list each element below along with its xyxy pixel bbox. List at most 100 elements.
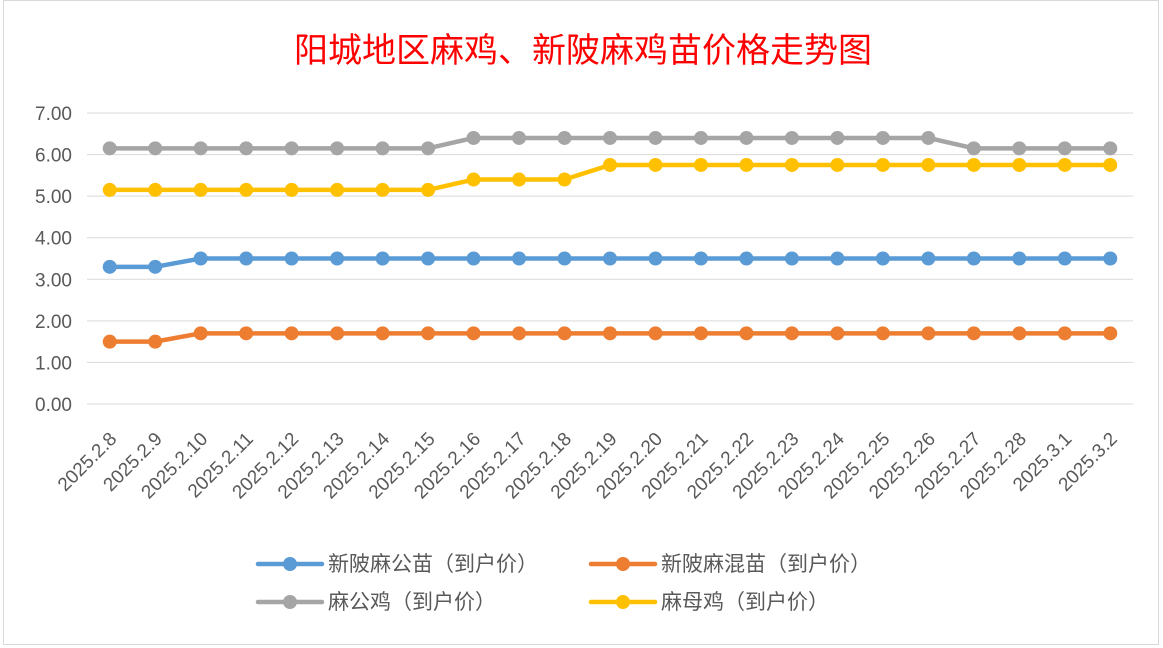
data-point <box>1057 141 1072 156</box>
data-point <box>875 251 890 266</box>
data-point <box>693 157 708 172</box>
data-point <box>830 157 845 172</box>
data-point <box>603 251 617 266</box>
data-point <box>375 251 390 266</box>
data-point <box>239 251 254 266</box>
data-point <box>966 157 981 172</box>
data-point <box>330 182 345 197</box>
legend-marker <box>283 557 297 571</box>
data-point <box>512 172 527 187</box>
legend-entry: 麻公鸡（到户价） <box>255 590 496 614</box>
data-point <box>148 334 163 349</box>
data-point <box>648 326 663 341</box>
data-point <box>466 130 481 145</box>
data-point <box>466 172 481 187</box>
series-3 <box>102 130 1118 156</box>
data-point <box>375 182 390 197</box>
data-point <box>693 251 708 266</box>
data-point <box>330 251 345 266</box>
y-axis-tick-labels: 0.00 1.00 2.00 3.00 4.00 5.00 6.00 7.00 <box>35 104 72 416</box>
data-point <box>830 326 845 341</box>
series-1 <box>102 251 1118 274</box>
data-point <box>284 251 299 266</box>
data-point <box>739 157 754 172</box>
legend-label: 麻公鸡（到户价） <box>328 590 496 614</box>
data-point <box>421 141 436 156</box>
y-tick-label: 6.00 <box>35 146 72 167</box>
series-2 <box>102 326 1118 349</box>
legend-label: 新陂麻公苗（到户价） <box>328 552 538 576</box>
data-point <box>1103 141 1118 156</box>
data-point <box>239 141 254 156</box>
data-point <box>102 259 117 274</box>
data-point <box>557 130 572 145</box>
data-point <box>421 251 436 266</box>
data-point <box>102 182 117 197</box>
data-point <box>784 130 799 145</box>
data-point <box>1057 326 1072 341</box>
legend-entry: 新陂麻混苗（到户价） <box>588 552 871 576</box>
legend-entry: 麻母鸡（到户价） <box>588 590 829 614</box>
data-point <box>875 326 890 341</box>
data-point <box>921 130 936 145</box>
data-point <box>466 251 481 266</box>
y-tick-label: 7.00 <box>35 104 72 125</box>
data-point <box>557 251 572 266</box>
data-point <box>330 326 345 341</box>
gridlines <box>87 112 1133 405</box>
data-point <box>421 326 436 341</box>
legend-entry: 新陂麻公苗（到户价） <box>255 552 538 576</box>
data-point <box>830 251 845 266</box>
data-point <box>375 141 390 156</box>
data-point <box>739 326 754 341</box>
data-point <box>603 326 617 341</box>
data-point <box>102 334 117 349</box>
data-point <box>284 141 299 156</box>
data-point <box>512 326 527 341</box>
data-point <box>784 251 799 266</box>
data-point <box>193 326 208 341</box>
chart-border <box>3 0 1159 645</box>
data-point <box>1103 251 1118 266</box>
series-lines <box>102 130 1118 349</box>
data-point <box>966 326 981 341</box>
data-point <box>784 326 799 341</box>
data-point <box>603 157 617 172</box>
data-point <box>239 326 254 341</box>
data-point <box>239 182 254 197</box>
y-tick-label: 4.00 <box>35 229 72 250</box>
data-point <box>330 141 345 156</box>
data-point <box>1103 157 1118 172</box>
data-point <box>557 172 572 187</box>
data-point <box>1012 251 1027 266</box>
data-point <box>557 326 572 341</box>
legend-label: 新陂麻混苗（到户价） <box>661 552 871 576</box>
data-point <box>648 157 663 172</box>
data-point <box>1012 157 1027 172</box>
data-point <box>648 251 663 266</box>
data-point <box>875 157 890 172</box>
series-4 <box>102 157 1118 197</box>
y-tick-label: 3.00 <box>35 270 72 291</box>
legend-label: 麻母鸡（到户价） <box>661 590 829 614</box>
data-point <box>693 130 708 145</box>
data-point <box>1057 157 1072 172</box>
data-point <box>148 141 163 156</box>
data-point <box>284 326 299 341</box>
data-point <box>375 326 390 341</box>
data-point <box>1012 326 1027 341</box>
data-point <box>830 130 845 145</box>
data-point <box>193 141 208 156</box>
data-point <box>966 251 981 266</box>
data-point <box>693 326 708 341</box>
data-point <box>739 130 754 145</box>
data-point <box>1012 141 1027 156</box>
data-point <box>148 182 163 197</box>
data-point <box>512 251 527 266</box>
y-tick-label: 0.00 <box>35 395 72 416</box>
chart-title: 阳城地区麻鸡、新陂麻鸡苗价格走势图 <box>294 31 872 71</box>
data-point <box>284 182 299 197</box>
y-tick-label: 5.00 <box>35 187 72 208</box>
